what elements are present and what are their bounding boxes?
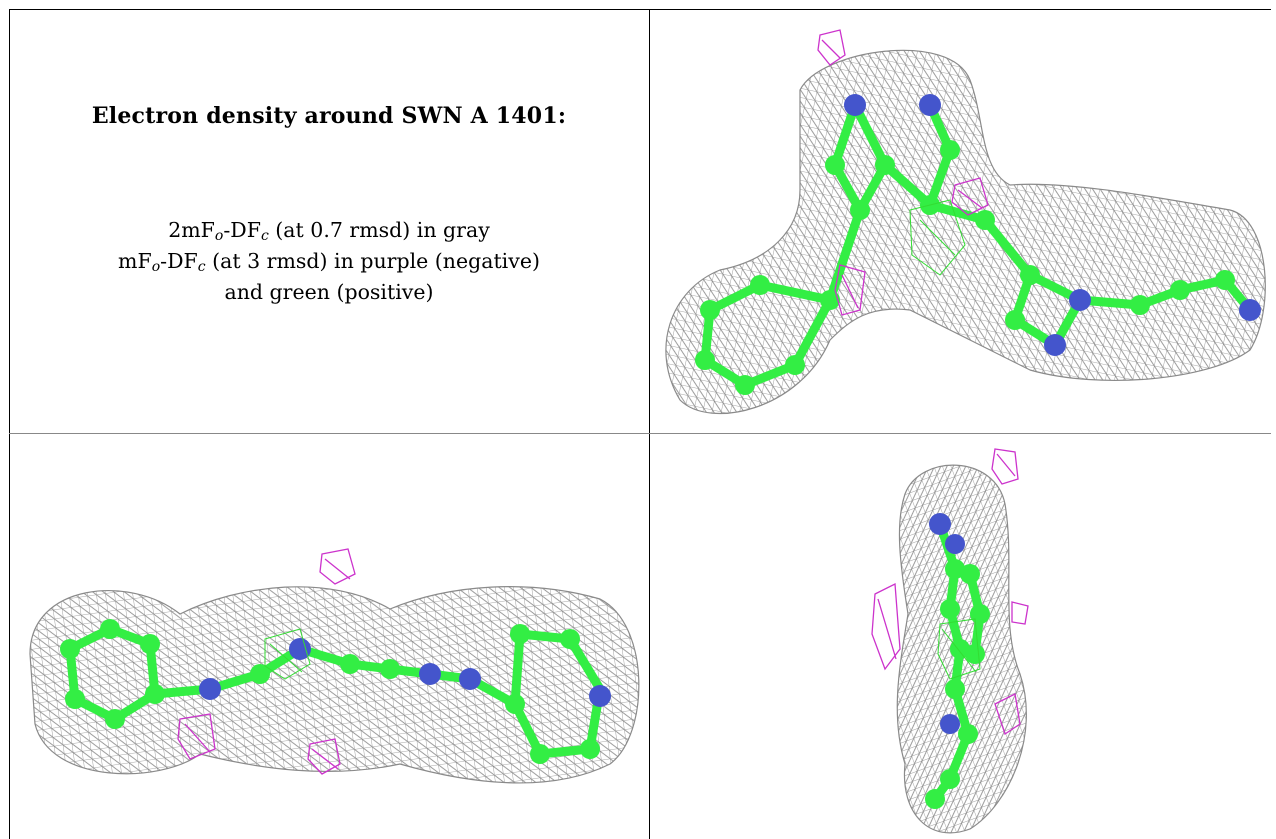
negative-density-blobs [817,29,989,316]
negative-density-end [871,448,1029,736]
legend-line-2fo: 2mFo-DFc (at 0.7 rmsd) in gray [168,218,490,244]
density-mesh-side [29,586,640,784]
caption-cell: Electron density around SWN A 1401: 2mFo… [10,10,649,433]
positive-density-end [937,618,981,680]
molecule-view-end [650,434,1271,839]
molecule-view-side [10,434,649,839]
left-border [9,9,10,839]
density-legend: 2mFo-DFc (at 0.7 rmsd) in gray mFo-DFc (… [10,215,648,308]
molecule-view-front [650,10,1271,433]
positive-density-side [264,628,311,680]
ligand-atoms-end [925,513,990,809]
density-mesh [665,49,1266,414]
top-border [9,9,1271,10]
legend-line-fo: mFo-DFc (at 3 rmsd) in purple (negative) [118,249,540,275]
molecule-end-svg [871,448,1029,834]
positive-density-blobs [909,199,966,276]
figure-table: Electron density around SWN A 1401: 2mFo… [9,9,1271,839]
ligand-atoms-side [60,619,611,764]
center-divider [649,9,650,839]
molecule-side-svg [29,548,640,784]
negative-density-side [177,548,356,775]
middle-divider [9,433,1271,434]
ligand-atoms [695,94,1261,395]
molecule-front-svg [665,29,1266,414]
legend-line-3: and green (positive) [224,280,434,304]
figure-title: Electron density around SWN A 1401: [91,103,567,129]
